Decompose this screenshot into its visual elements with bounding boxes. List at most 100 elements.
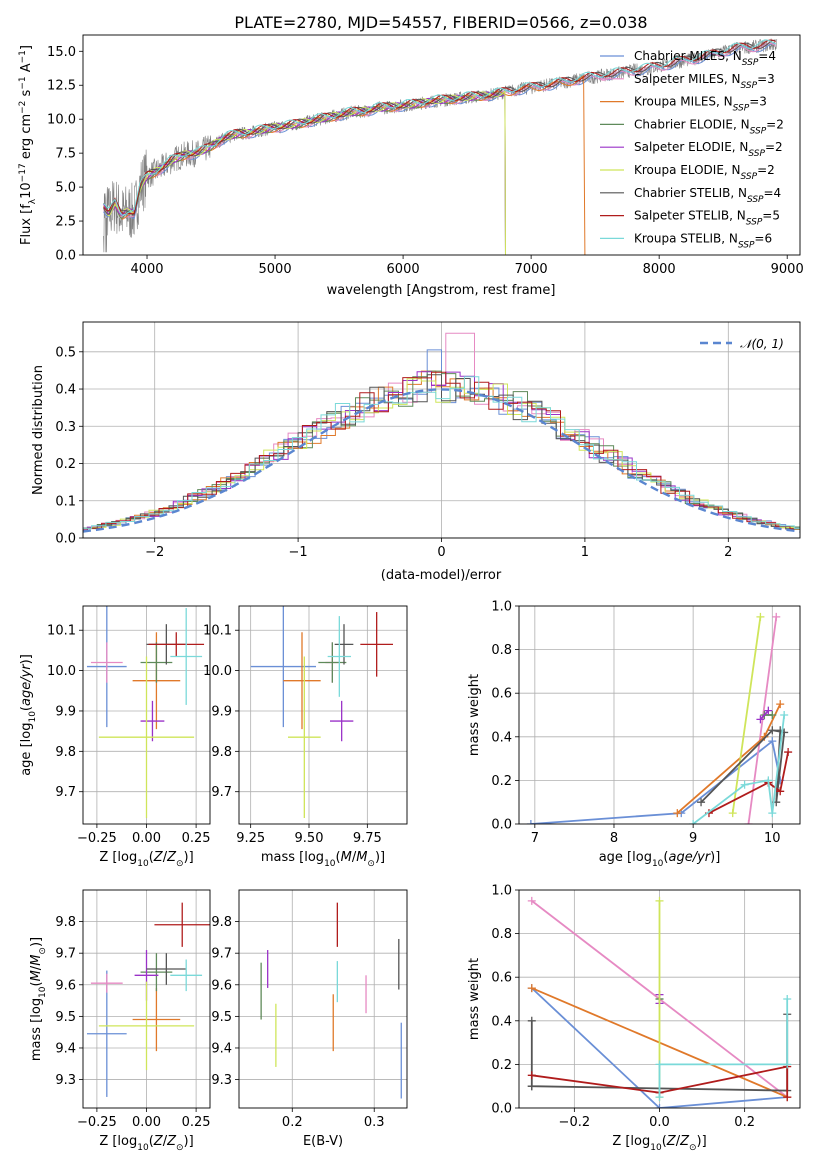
- y-tick-label: 9.7: [211, 947, 232, 962]
- mass-weight-marker: [527, 984, 536, 993]
- y-tick-label: 0.0: [55, 532, 76, 547]
- mass-weight-marker: [764, 706, 773, 715]
- y-tick-label: 0.2: [55, 457, 76, 472]
- legend-label: Kroupa MILES, NSSP=3: [634, 95, 767, 114]
- y-tick-label: 0.1: [55, 494, 76, 509]
- y-tick-label: 9.3: [55, 1073, 76, 1088]
- y-tick-label: 0.4: [55, 383, 76, 398]
- y-axis-label: age [log10(age/yr)]: [19, 654, 38, 776]
- y-tick-label: 0.8: [491, 643, 512, 658]
- x-axis-label: Z [log10(Z/Z⊙)]: [612, 1134, 706, 1153]
- legend-label: Chabrier ELODIE, NSSP=2: [634, 117, 784, 136]
- model-line: [103, 42, 776, 219]
- legend: Chabrier MILES, NSSP=4 Salpeter MILES, NS…: [600, 49, 784, 250]
- axes-frame: [518, 889, 801, 1109]
- y-tick-label: 0.2: [491, 774, 512, 789]
- x-tick-label: 8: [610, 831, 618, 846]
- mass-weight-marker: [728, 809, 737, 818]
- x-tick-label: 8000: [643, 262, 676, 277]
- mass-weight-marker: [655, 896, 664, 905]
- y-tick-label: 9.6: [55, 978, 76, 993]
- y-axis-label: mass weight: [467, 958, 482, 1040]
- y-tick-label: 2.5: [55, 215, 76, 230]
- x-tick-label: 9.25: [236, 831, 265, 846]
- y-tick-label: 7.5: [55, 147, 76, 162]
- x-tick-label: −0.25: [77, 831, 117, 846]
- mass-weight-line: [759, 709, 769, 721]
- y-tick-label: 9.9: [211, 704, 232, 719]
- y-axis-label: Normed distribution: [31, 365, 46, 495]
- legend-label: Kroupa STELIB, NSSP=6: [634, 231, 772, 250]
- x-tick-label: −1: [289, 545, 308, 560]
- x-tick-label: 0.3: [364, 1115, 385, 1130]
- x-tick-label: 0.2: [282, 1115, 303, 1130]
- panel-age-vs-mass: 9.25 9.50 9.75 9.7 9.8 9.9 10.0 10.1: [203, 605, 408, 846]
- legend-label: Salpeter ELODIE, NSSP=2: [634, 140, 783, 159]
- residual-histogram: [83, 371, 800, 531]
- x-tick-label: 9000: [771, 262, 804, 277]
- plot-area: [239, 890, 407, 1108]
- x-tick-label: 7: [531, 831, 539, 846]
- plot-area: [239, 606, 407, 824]
- x-tick-label: 0.0: [649, 1115, 670, 1130]
- y-axis-label: Flux [fλ10−17 erg cm−2 s−1 A−1]: [18, 45, 38, 245]
- x-tick-label: 0.00: [132, 831, 161, 846]
- plot-area: [83, 322, 800, 538]
- mass-weight-marker: [768, 737, 777, 746]
- y-tick-label: 10.1: [47, 624, 76, 639]
- mass-weight-marker: [764, 776, 773, 785]
- y-tick-label: 9.8: [211, 745, 232, 760]
- mass-weight-marker: [756, 612, 765, 621]
- plot-area: [519, 606, 800, 824]
- y-tick-label: 9.4: [211, 1041, 232, 1056]
- mass-weight-marker: [780, 711, 789, 719]
- mass-weight-marker: [527, 1016, 536, 1025]
- panel-mass-vs-ebv: 0.2 0.3 9.3 9.4 9.5 9.6 9.7 9.8: [211, 889, 408, 1130]
- mass-weight-marker: [772, 612, 781, 621]
- x-tick-label: 2: [724, 545, 732, 560]
- x-tick-label: −0.2: [559, 1115, 591, 1130]
- mass-weight-line: [731, 616, 762, 814]
- y-tick-label: 0.4: [491, 730, 512, 745]
- mass-weight-marker: [744, 820, 753, 824]
- y-tick-label: 9.4: [55, 1041, 76, 1056]
- panel-massweight-vs-age: 7 8 9 10 0.0 0.2 0.4 0.6 0.8 1.0: [491, 600, 801, 846]
- y-tick-label: 9.7: [55, 785, 76, 800]
- mass-weight-marker: [776, 787, 785, 796]
- y-tick-label: 5.0: [55, 181, 76, 196]
- model-line: [103, 39, 776, 216]
- x-tick-label: 9.75: [353, 831, 382, 846]
- mass-weight-line: [531, 987, 788, 1108]
- x-tick-label: 9.50: [295, 831, 324, 846]
- y-axis-label: mass [log10(M/M⊙)]: [29, 937, 48, 1061]
- y-tick-label: 9.8: [211, 915, 232, 930]
- plot-area: [103, 38, 778, 255]
- y-tick-label: 0.5: [55, 345, 76, 360]
- mass-weight-marker: [527, 1071, 536, 1080]
- y-tick-label: 9.9: [55, 704, 76, 719]
- mass-weight-marker: [526, 820, 535, 824]
- y-tick-label: 0.0: [55, 249, 76, 264]
- model-line: [103, 89, 506, 255]
- mass-weight-marker: [776, 700, 785, 709]
- mass-weight-marker: [783, 995, 792, 1003]
- x-tick-label: −0.25: [77, 1115, 117, 1130]
- mass-weight-line: [531, 1065, 789, 1098]
- plot-area: [519, 890, 800, 1108]
- x-tick-label: 9: [689, 831, 697, 846]
- mass-weight-marker: [783, 1060, 792, 1069]
- y-tick-label: 1.0: [491, 884, 512, 899]
- legend-label: Chabrier MILES, NSSP=4: [634, 49, 776, 68]
- y-axis-label: mass weight: [467, 674, 482, 756]
- x-axis-label: Z [log10(Z/Z⊙)]: [99, 850, 193, 869]
- mass-weight-marker: [740, 780, 749, 789]
- x-tick-label: 7000: [515, 262, 548, 277]
- y-tick-label: 0.0: [491, 818, 512, 833]
- y-tick-label: 0.0: [491, 1102, 512, 1117]
- normal-curve: [83, 388, 800, 533]
- mass-weight-line: [658, 999, 789, 1098]
- axes-frame: [82, 321, 801, 539]
- axes-frame: [82, 889, 211, 1109]
- x-tick-label: 4000: [130, 262, 163, 277]
- y-tick-label: 9.8: [55, 915, 76, 930]
